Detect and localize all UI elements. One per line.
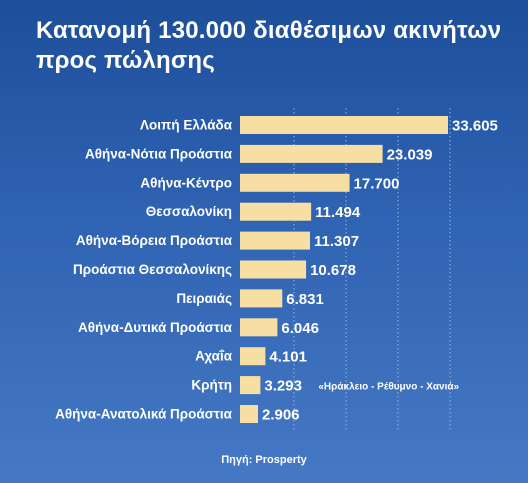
bar — [240, 116, 448, 134]
value-label: 6.831 — [286, 291, 324, 308]
source-note: Πηγή: Prosperty — [221, 454, 307, 466]
value-label: 4.101 — [269, 349, 307, 366]
value-label: 17.700 — [354, 175, 400, 192]
bar — [240, 347, 266, 366]
bar — [240, 173, 350, 192]
value-label: 33.605 — [452, 118, 498, 135]
category-label: Πειραιάς — [176, 291, 232, 306]
value-label: 3.293 — [264, 378, 302, 395]
value-label: 11.494 — [315, 204, 361, 221]
category-label: Θεσσαλονίκη — [146, 204, 232, 219]
value-label: 10.678 — [310, 262, 356, 279]
value-label: 23.039 — [387, 146, 433, 163]
bar — [240, 318, 278, 337]
bar — [240, 405, 258, 423]
category-label: Αχαΐα — [195, 349, 233, 364]
category-label: Αθήνα-Ανατολικά Προάστια — [55, 407, 233, 422]
category-label: Αθήνα-Βόρεια Προάστια — [76, 233, 233, 248]
category-label: Προάστια Θεσσαλονίκης — [73, 262, 232, 277]
category-label: Λοιπή Ελλάδα — [140, 118, 233, 133]
annotation-label: «Ηράκλειο - Ρέθυμνο - Χανιά» — [318, 382, 459, 393]
value-label: 11.307 — [314, 233, 359, 250]
bar — [240, 260, 307, 279]
category-label: Κρήτη — [191, 378, 232, 393]
bar — [240, 376, 261, 395]
bar — [240, 144, 383, 163]
bar — [240, 231, 310, 250]
bar — [240, 289, 283, 308]
category-label: Αθήνα-Κέντρο — [140, 175, 232, 190]
bar — [240, 202, 312, 221]
chart-title: Κατανομή 130.000 διαθέσιμων ακινήτων προ… — [36, 17, 502, 74]
value-label: 6.046 — [281, 320, 319, 337]
category-label: Αθήνα-Νότια Προάστια — [85, 146, 233, 161]
value-label: 2.906 — [262, 407, 300, 424]
category-label: Αθήνα-Δυτικά Προάστια — [78, 320, 233, 335]
